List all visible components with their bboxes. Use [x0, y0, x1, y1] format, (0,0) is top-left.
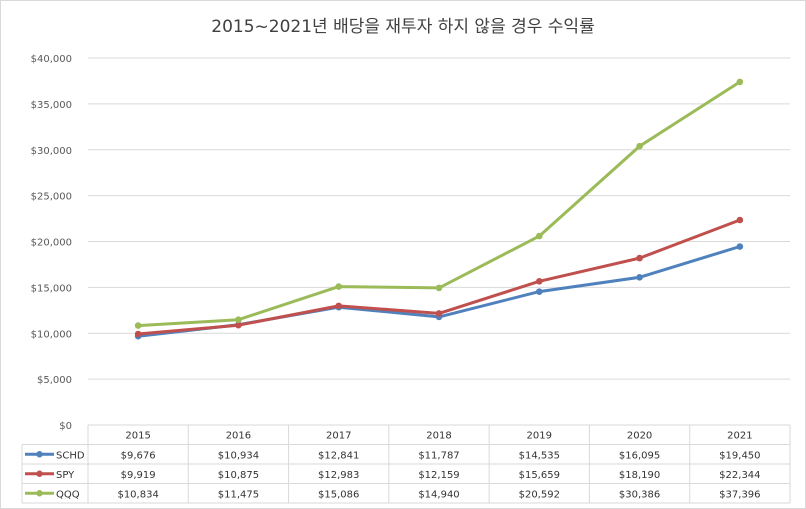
data-table-cell: $22,344 — [719, 470, 760, 481]
data-point — [736, 78, 744, 86]
data-point — [335, 302, 343, 310]
y-tick-label: $40,000 — [31, 54, 72, 65]
data-table-cell: $14,940 — [418, 489, 459, 500]
legend-label: SCHD — [56, 450, 85, 461]
data-table-cell: $12,983 — [318, 470, 359, 481]
data-table-cell: $20,592 — [519, 489, 560, 500]
data-point — [535, 278, 543, 285]
y-tick-label: $10,000 — [31, 329, 72, 340]
data-point — [535, 288, 543, 295]
data-point — [636, 254, 643, 262]
legend-key-marker — [36, 470, 43, 477]
series-line-schd — [136, 245, 742, 338]
data-point — [235, 321, 242, 329]
data-point — [134, 330, 142, 338]
y-tick-label: $0 — [59, 421, 72, 432]
legend-label: QQQ — [56, 489, 80, 500]
data-table-cell: $18,190 — [619, 470, 660, 481]
data-point — [235, 316, 242, 324]
legend-key-marker — [36, 490, 43, 497]
y-tick-label: $5,000 — [37, 375, 72, 386]
y-tick-label: $25,000 — [31, 192, 72, 203]
legend-label: SPY — [56, 470, 75, 481]
x-tick-label: 2017 — [326, 431, 351, 442]
data-point — [636, 274, 643, 281]
x-tick-label: 2019 — [527, 431, 552, 442]
data-table-cell: $37,396 — [719, 489, 760, 500]
data-point — [335, 283, 343, 290]
data-table-cell: $16,095 — [619, 450, 660, 461]
data-point — [435, 284, 443, 292]
x-tick-label: 2015 — [125, 431, 150, 442]
x-tick-label: 2021 — [727, 431, 752, 442]
data-table-cell: $12,841 — [318, 450, 359, 461]
data-table-cell: $9,919 — [121, 470, 156, 481]
data-point — [736, 216, 744, 224]
y-tick-label: $35,000 — [31, 100, 72, 111]
data-table-cell: $12,159 — [418, 470, 459, 481]
legend-key-marker — [36, 451, 43, 458]
data-point — [134, 322, 142, 329]
data-table-cell: $11,787 — [418, 450, 459, 461]
x-tick-label: 2020 — [627, 431, 652, 442]
data-table-cell: $14,535 — [519, 450, 560, 461]
data-table-cell: $10,934 — [218, 450, 259, 461]
y-tick-label: $20,000 — [31, 238, 72, 249]
data-table-cell: $11,475 — [218, 489, 259, 500]
data-table-cell: $15,659 — [519, 470, 560, 481]
data-table-cell: $30,386 — [619, 489, 660, 500]
x-tick-label: 2016 — [226, 431, 251, 442]
data-point — [636, 142, 643, 150]
data-table-cell: $10,875 — [218, 470, 259, 481]
data-point — [435, 310, 443, 317]
chart-title: 2015~2021년 배당을 재투자 하지 않을 경우 수익률 — [211, 17, 595, 37]
y-tick-label: $30,000 — [31, 146, 72, 157]
data-point — [736, 243, 744, 250]
data-table-cell: $15,086 — [318, 489, 359, 500]
data-point — [535, 232, 543, 240]
data-table-cell: $10,834 — [117, 489, 158, 500]
y-tick-label: $15,000 — [31, 283, 72, 294]
data-table-cell: $9,676 — [121, 450, 156, 461]
data-table-cell: $19,450 — [719, 450, 760, 461]
x-tick-label: 2018 — [426, 431, 451, 442]
